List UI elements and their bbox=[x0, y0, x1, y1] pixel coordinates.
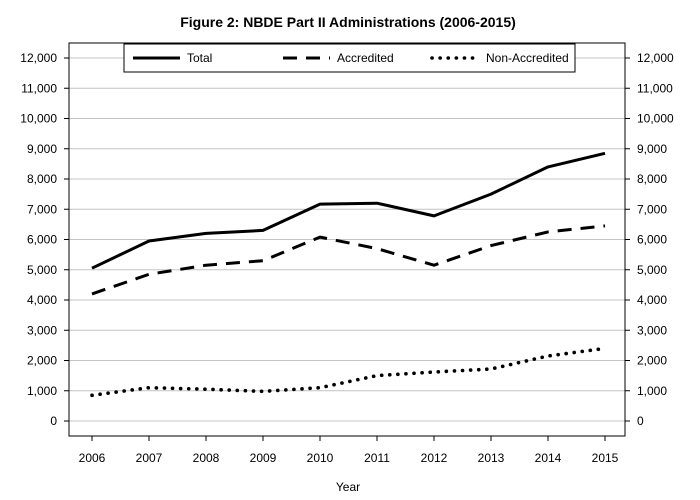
y-tick-label-right: 12,000 bbox=[637, 51, 674, 65]
series-line-total bbox=[91, 151, 606, 270]
legend: Total Accredited Non-Accredited bbox=[123, 43, 576, 73]
x-tick-label: 2014 bbox=[535, 451, 562, 465]
series-lines bbox=[90, 151, 607, 398]
x-tick-label: 2010 bbox=[307, 451, 334, 465]
y-tick-label-left: 0 bbox=[50, 414, 57, 428]
y-tick-label-left: 2,000 bbox=[27, 354, 57, 368]
y-tick-label-left: 5,000 bbox=[27, 263, 57, 277]
y-axis-right: 0 1,000 2,000 3,000 4,000 5,000 6,000 7,000 8,00… bbox=[625, 51, 674, 428]
x-axis-label: Year bbox=[336, 480, 360, 494]
x-tick-label: 2007 bbox=[136, 451, 163, 465]
y-tick-label-right: 9,000 bbox=[637, 142, 667, 156]
x-tick-label: 2013 bbox=[478, 451, 505, 465]
y-tick-label-right: 6,000 bbox=[637, 233, 667, 247]
y-tick-label-left: 8,000 bbox=[27, 172, 57, 186]
y-tick-label-left: 6,000 bbox=[27, 233, 57, 247]
y-tick-label-right: 1,000 bbox=[637, 384, 667, 398]
x-tick-label: 2011 bbox=[364, 451, 390, 465]
y-tick-label-left: 3,000 bbox=[27, 323, 57, 337]
y-tick-label-right: 11,000 bbox=[637, 81, 673, 95]
series-line-accredited bbox=[91, 224, 606, 296]
series-line-non-accredited bbox=[90, 346, 607, 398]
y-tick-label-left: 1,000 bbox=[27, 384, 57, 398]
y-tick-label-right: 2,000 bbox=[637, 354, 667, 368]
y-tick-label-left: 11,000 bbox=[21, 81, 57, 95]
y-tick-label-right: 10,000 bbox=[637, 112, 674, 126]
x-tick-label: 2015 bbox=[592, 451, 619, 465]
legend-label-non-accredited: Non-Accredited bbox=[486, 51, 569, 65]
y-tick-label-left: 4,000 bbox=[27, 293, 57, 307]
y-tick-label-left: 9,000 bbox=[27, 142, 57, 156]
x-tick-label: 2006 bbox=[79, 451, 106, 465]
x-axis: 2006 2007 2008 2009 2010 2011 2012 2013 2014 2015 bbox=[79, 436, 619, 465]
y-tick-label-right: 4,000 bbox=[637, 293, 667, 307]
x-tick-label: 2012 bbox=[421, 451, 448, 465]
y-tick-label-right: 7,000 bbox=[637, 202, 667, 216]
legend-label-accredited: Accredited bbox=[337, 51, 394, 65]
y-tick-label-right: 5,000 bbox=[637, 263, 667, 277]
y-tick-label-left: 12,000 bbox=[20, 51, 57, 65]
legend-label-total: Total bbox=[187, 51, 212, 65]
y-tick-label-right: 0 bbox=[637, 414, 644, 428]
chart-title: Figure 2: NBDE Part II Administrations (… bbox=[180, 14, 516, 30]
x-tick-label: 2009 bbox=[250, 451, 277, 465]
y-tick-label-right: 3,000 bbox=[637, 323, 667, 337]
legend-box bbox=[123, 43, 576, 73]
y-tick-label-right: 8,000 bbox=[637, 172, 667, 186]
y-tick-label-left: 7,000 bbox=[27, 202, 57, 216]
x-tick-label: 2008 bbox=[193, 451, 220, 465]
y-axis-left: 0 1,000 2,000 3,000 4,000 5,000 6,000 7,000 8,00… bbox=[20, 51, 69, 428]
y-tick-label-left: 10,000 bbox=[20, 112, 57, 126]
